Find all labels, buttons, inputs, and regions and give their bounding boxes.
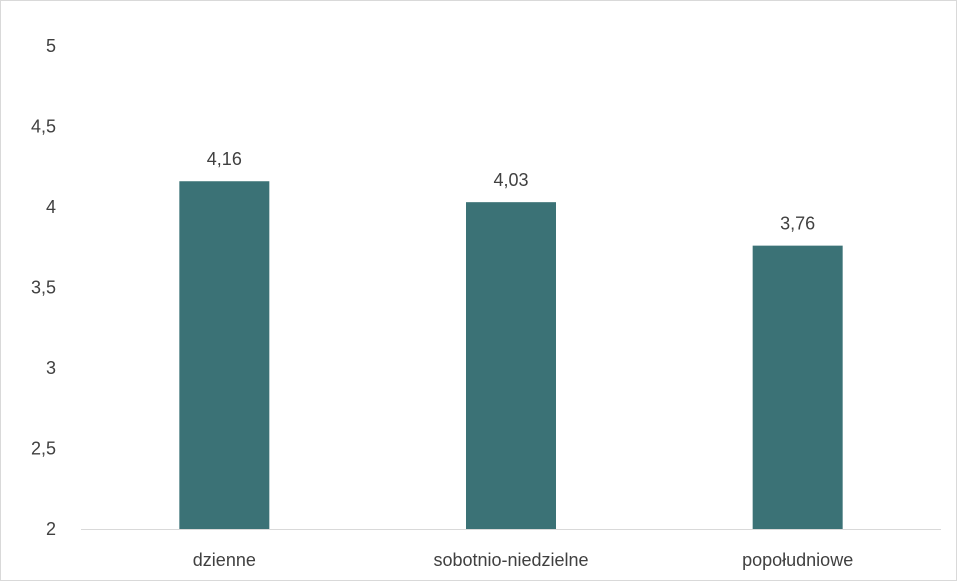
y-tick-label: 4 xyxy=(46,197,56,217)
y-tick-label: 2,5 xyxy=(31,439,56,459)
y-tick-label: 2 xyxy=(46,519,56,539)
bar xyxy=(752,245,843,529)
bar-value-label: 4,03 xyxy=(493,170,528,190)
x-axis-labels: dzienne sobotnio-niedzielne popołudniowe xyxy=(193,550,853,570)
bar xyxy=(466,202,556,530)
bar-value-label: 4,16 xyxy=(207,149,242,169)
y-axis-labels: 2 2,5 3 3,5 4 4,5 5 xyxy=(31,36,56,539)
y-tick-label: 5 xyxy=(46,36,56,56)
data-labels: 4,16 4,03 3,76 xyxy=(207,149,815,233)
x-category-label: popołudniowe xyxy=(742,550,853,570)
y-tick-label: 3,5 xyxy=(31,278,56,298)
x-category-label: dzienne xyxy=(193,550,256,570)
x-category-label: sobotnio-niedzielne xyxy=(433,550,588,570)
y-tick-label: 4,5 xyxy=(31,117,56,137)
bars xyxy=(179,181,843,530)
bar-value-label: 3,76 xyxy=(780,214,815,234)
y-tick-label: 3 xyxy=(46,358,56,378)
bar xyxy=(179,181,270,530)
